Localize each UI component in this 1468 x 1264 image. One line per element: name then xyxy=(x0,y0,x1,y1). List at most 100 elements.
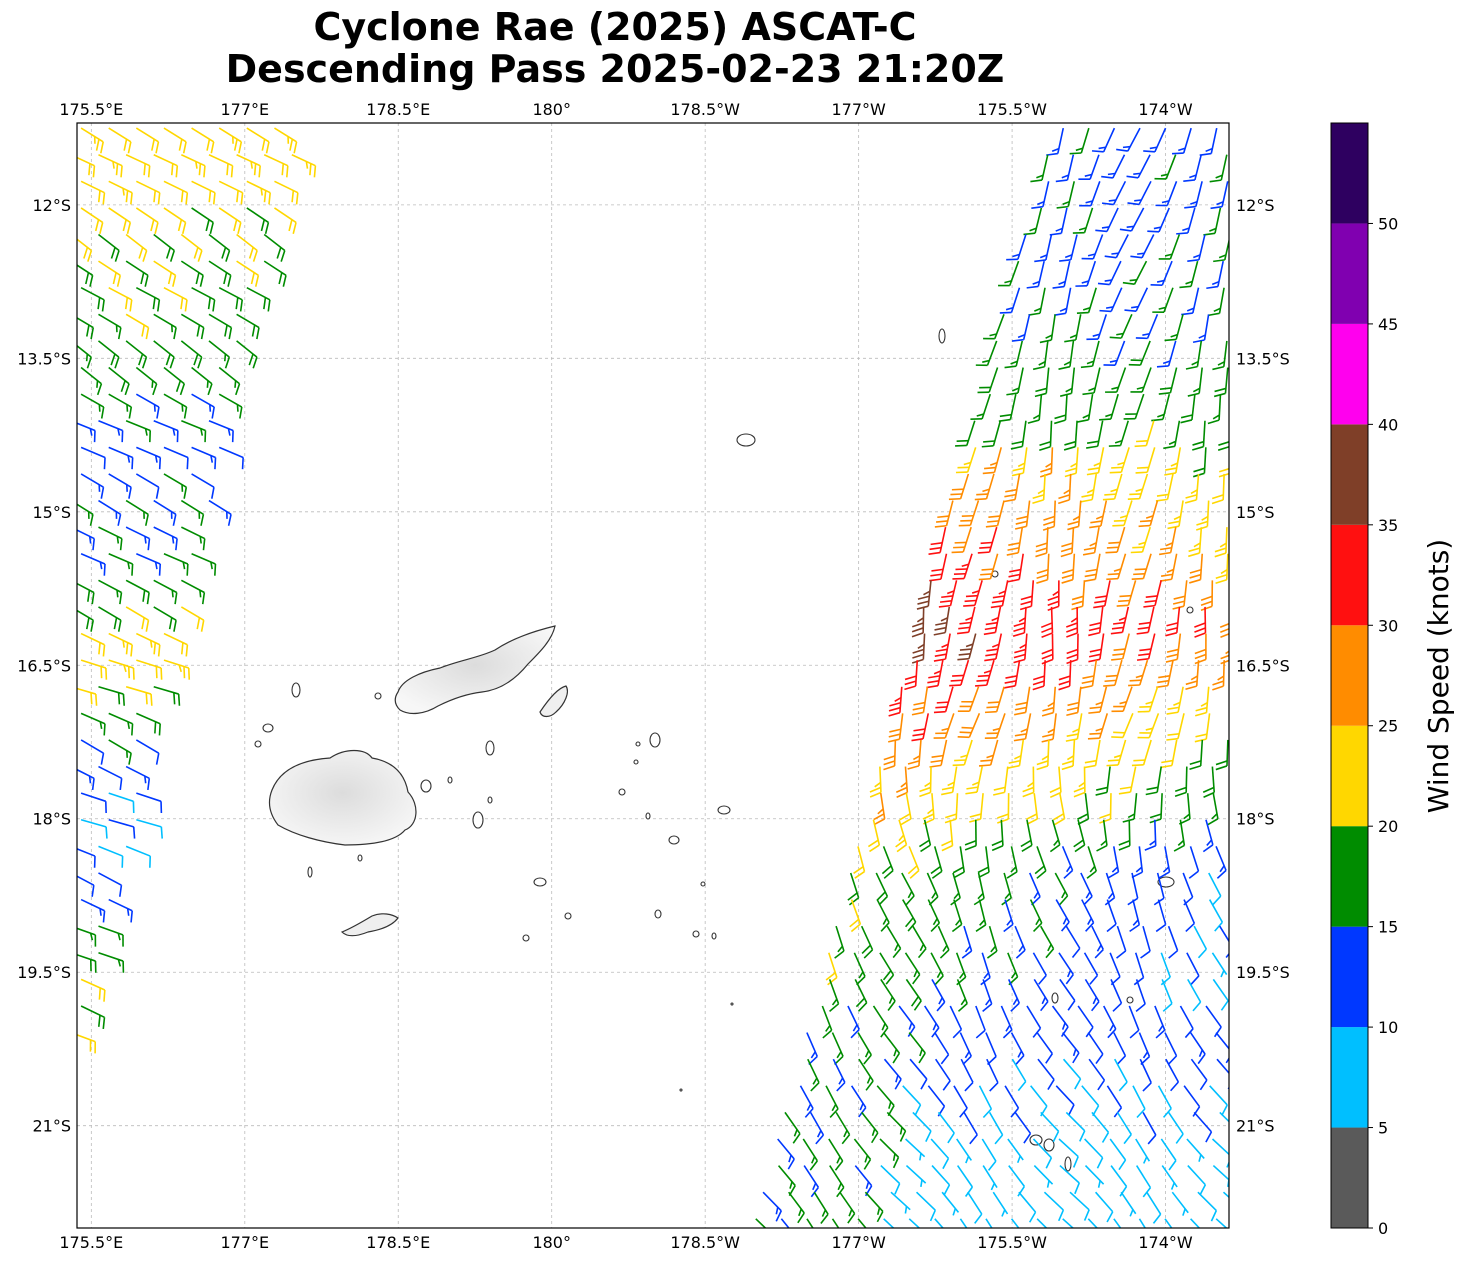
wind-barbs xyxy=(77,127,1229,1228)
small-island xyxy=(420,779,432,793)
wind-barb xyxy=(1103,659,1123,687)
wind-barb xyxy=(1194,633,1207,665)
lat-label-right: 15°S xyxy=(1236,503,1275,522)
wind-barb xyxy=(883,1218,895,1228)
latitude-labels: 12°S 12°S 13.5°S 13.5°S 15°S 15°S 16.5°S 16.5°S… xyxy=(17,196,1290,1136)
wind-barb xyxy=(1001,872,1012,906)
wind-barb xyxy=(1124,287,1149,312)
wind-barb xyxy=(1083,739,1101,769)
wind-barb xyxy=(849,899,862,933)
wind-barb xyxy=(1156,340,1177,368)
wind-barb xyxy=(77,1034,97,1054)
wind-barb xyxy=(218,366,241,396)
wind-barb xyxy=(1163,420,1181,450)
wind-barb xyxy=(1039,314,1056,344)
wind-barb xyxy=(1025,793,1039,825)
wind-barb xyxy=(1145,766,1163,796)
wind-barb xyxy=(135,473,160,499)
small-island xyxy=(711,932,717,940)
wind-barb xyxy=(1189,553,1204,584)
wind-barb xyxy=(1160,553,1178,582)
wind-barb xyxy=(1006,367,1024,396)
wind-barb xyxy=(1206,260,1224,290)
wind-barb xyxy=(218,287,244,312)
wind-barb xyxy=(1188,527,1203,558)
wind-barb xyxy=(1209,154,1228,183)
wind-barb xyxy=(961,925,973,959)
wind-barb xyxy=(888,686,903,717)
wind-barb xyxy=(1149,793,1163,824)
wind-barb xyxy=(1113,1218,1122,1228)
wind-barb xyxy=(985,500,1005,528)
wind-barb xyxy=(861,1111,879,1144)
wind-barb xyxy=(1073,819,1086,853)
wind-barb xyxy=(1064,314,1082,343)
wind-barb xyxy=(1026,1005,1042,1038)
wind-barb xyxy=(984,686,1005,714)
wind-barb xyxy=(98,845,124,868)
lat-label-left: 15°S xyxy=(32,503,71,522)
wind-barb xyxy=(1207,287,1225,317)
wind-barb xyxy=(1104,872,1116,906)
wind-barb xyxy=(977,526,998,554)
wind-barb xyxy=(1197,1191,1218,1222)
wind-barb xyxy=(952,553,973,580)
wind-barb xyxy=(1146,1191,1162,1224)
small-island xyxy=(487,796,493,804)
wind-barb xyxy=(895,819,908,853)
colorbar-tick-label: 5 xyxy=(1378,1119,1388,1138)
wind-barb xyxy=(1094,1191,1114,1223)
wind-barb xyxy=(136,659,163,680)
wind-barb xyxy=(1185,340,1203,370)
wind-barb xyxy=(1138,1218,1147,1228)
wind-barb xyxy=(1083,952,1099,985)
island-taveuni xyxy=(539,685,568,718)
wind-barb xyxy=(1174,766,1188,798)
wind-barb xyxy=(1189,739,1204,771)
wind-barb xyxy=(828,1138,844,1171)
wind-barb xyxy=(1006,234,1027,261)
wind-barb xyxy=(978,739,999,767)
wind-barb xyxy=(1193,1111,1213,1143)
wind-barb xyxy=(1077,793,1090,825)
wind-barb xyxy=(959,1032,972,1065)
small-island xyxy=(472,811,484,829)
wind-barb xyxy=(857,1032,872,1065)
colorbar-tick-label: 50 xyxy=(1378,214,1398,233)
wind-barb xyxy=(1081,234,1104,260)
wind-barb xyxy=(991,819,1004,852)
wind-barb xyxy=(1190,1218,1201,1228)
wind-barb xyxy=(949,659,970,687)
small-island xyxy=(668,835,680,845)
wind-barb xyxy=(1035,527,1049,558)
wind-barb xyxy=(108,739,132,765)
wind-barb xyxy=(125,233,148,262)
wind-barb xyxy=(1183,154,1203,182)
wind-barb xyxy=(263,153,289,178)
wind-barb xyxy=(934,1218,944,1228)
wind-barb xyxy=(1143,580,1162,608)
wind-barb xyxy=(986,925,998,959)
wind-barb xyxy=(1011,1058,1027,1092)
wind-barb xyxy=(882,1032,901,1064)
wind-barb xyxy=(108,446,134,470)
wind-barb xyxy=(762,1191,783,1222)
wind-barb xyxy=(1123,393,1145,420)
wind-barb xyxy=(1106,553,1127,581)
wind-barb xyxy=(246,207,270,234)
wind-barb xyxy=(1041,633,1054,665)
wind-barb xyxy=(1215,1032,1229,1064)
wind-barb xyxy=(986,1058,999,1092)
wind-barb xyxy=(80,473,105,499)
wind-barb xyxy=(997,793,1010,824)
wind-barb xyxy=(77,609,95,632)
wind-barb xyxy=(930,1138,950,1170)
wind-barb xyxy=(981,420,1002,448)
wind-barb xyxy=(1180,394,1196,424)
wind-barb xyxy=(1116,127,1141,152)
longitude-labels: 175.5°E 175.5°E 177°E 177°E 178.5°E 178.5°E 18… xyxy=(59,100,1193,1252)
wind-barb xyxy=(1064,447,1079,478)
wind-barb xyxy=(77,422,96,443)
gridlines xyxy=(77,123,1229,1228)
lat-label-right: 12°S xyxy=(1236,196,1275,215)
